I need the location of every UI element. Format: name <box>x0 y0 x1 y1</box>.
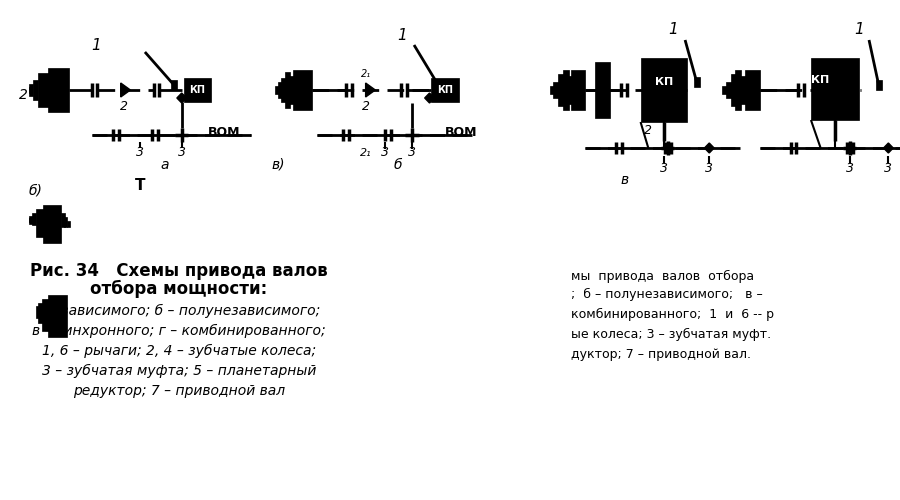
Text: 3: 3 <box>885 162 893 174</box>
Bar <box>595 62 609 118</box>
Polygon shape <box>177 93 186 103</box>
Bar <box>29 216 32 224</box>
Text: 2₁: 2₁ <box>361 69 371 79</box>
Text: 4: 4 <box>650 103 657 113</box>
Text: 2₁: 2₁ <box>360 148 372 158</box>
Polygon shape <box>365 83 375 97</box>
Bar <box>741 76 746 104</box>
Bar <box>48 295 68 337</box>
Bar <box>563 70 569 110</box>
Bar <box>60 213 65 227</box>
Text: 1: 1 <box>854 22 864 38</box>
Text: ВОМ: ВОМ <box>208 126 240 140</box>
Text: в): в) <box>272 158 285 172</box>
Text: КП: КП <box>437 85 453 95</box>
Bar <box>811 58 859 120</box>
Text: Т: Т <box>135 178 145 192</box>
Bar <box>285 72 290 108</box>
Text: 2: 2 <box>19 88 27 102</box>
Bar <box>567 76 572 104</box>
Text: 2: 2 <box>120 100 128 112</box>
Bar <box>293 70 312 110</box>
Bar <box>64 217 68 227</box>
Text: 4: 4 <box>829 100 836 110</box>
Text: 2: 2 <box>828 108 836 122</box>
Text: 3: 3 <box>408 146 416 160</box>
Bar <box>32 213 37 225</box>
Bar <box>42 299 50 331</box>
Bar <box>431 78 459 102</box>
Bar <box>436 80 441 90</box>
Text: ые колеса; 3 – зубчатая муфт.: ые колеса; 3 – зубчатая муфт. <box>571 328 771 341</box>
Text: КП: КП <box>189 85 205 95</box>
Text: а: а <box>160 158 168 172</box>
Text: в – синхронного; г – комбинированного;: в – синхронного; г – комбинированного; <box>32 324 326 338</box>
Text: 3: 3 <box>381 146 389 160</box>
Text: 2: 2 <box>644 124 652 136</box>
Bar <box>29 84 32 96</box>
Bar <box>288 76 295 104</box>
Bar <box>550 86 554 94</box>
Bar <box>27 218 30 222</box>
Text: а – зависимого; б – полунезависимого;: а – зависимого; б – полунезависимого; <box>37 304 320 318</box>
Text: КП: КП <box>812 75 830 85</box>
Bar <box>35 209 44 237</box>
Polygon shape <box>425 93 435 103</box>
Bar <box>184 78 211 102</box>
Polygon shape <box>705 143 714 153</box>
Bar <box>558 74 564 106</box>
Text: 3: 3 <box>136 146 144 160</box>
Text: 1: 1 <box>669 22 679 38</box>
Bar <box>43 205 60 243</box>
Bar <box>735 70 742 110</box>
Bar <box>745 70 760 110</box>
Text: 3: 3 <box>177 146 185 160</box>
Bar <box>876 80 882 90</box>
Polygon shape <box>121 83 130 97</box>
Bar <box>39 303 43 323</box>
Text: КП: КП <box>654 77 673 87</box>
Bar <box>571 70 585 110</box>
Polygon shape <box>884 143 893 153</box>
Text: 1: 1 <box>398 28 408 42</box>
Text: 3 – зубчатая муфта; 5 – планетарный: 3 – зубчатая муфта; 5 – планетарный <box>41 364 316 378</box>
Bar <box>35 306 40 318</box>
Bar <box>48 68 69 112</box>
Bar <box>554 82 559 98</box>
Text: б): б) <box>29 183 42 197</box>
Bar <box>731 74 736 106</box>
Text: комбинированного;  1  и  6 -- р: комбинированного; 1 и 6 -- р <box>571 308 774 321</box>
Text: б: б <box>393 158 401 172</box>
Bar <box>274 86 278 94</box>
Text: Рис. 34   Схемы привода валов: Рис. 34 Схемы привода валов <box>30 262 328 280</box>
Bar <box>171 80 177 90</box>
Text: дуктор; 7 – приводной вал.: дуктор; 7 – приводной вал. <box>571 348 751 361</box>
Text: ;  б – полунезависимого;   в –: ; б – полунезависимого; в – <box>571 288 762 301</box>
Bar <box>277 82 283 98</box>
Bar <box>67 221 70 227</box>
Text: 2: 2 <box>362 100 370 112</box>
Bar <box>282 78 286 102</box>
Text: 3: 3 <box>660 162 668 174</box>
Bar <box>722 86 726 94</box>
Bar <box>725 82 732 98</box>
Bar <box>26 87 29 93</box>
Bar <box>694 77 699 87</box>
Text: 3: 3 <box>846 162 854 174</box>
Text: 3: 3 <box>706 162 714 174</box>
Bar <box>39 73 50 107</box>
Bar <box>641 58 687 122</box>
Text: в: в <box>620 173 628 187</box>
Text: редуктор; 7 – приводной вал: редуктор; 7 – приводной вал <box>73 384 285 398</box>
Text: отбора мощности:: отбора мощности: <box>90 280 267 298</box>
Text: ВОМ: ВОМ <box>445 126 478 140</box>
Text: 1, 6 – рычаги; 2, 4 – зубчатые колеса;: 1, 6 – рычаги; 2, 4 – зубчатые колеса; <box>41 344 316 358</box>
Bar <box>32 80 39 100</box>
Text: мы  привода  валов  отбора: мы привода валов отбора <box>571 270 754 283</box>
Text: 1: 1 <box>92 38 102 52</box>
